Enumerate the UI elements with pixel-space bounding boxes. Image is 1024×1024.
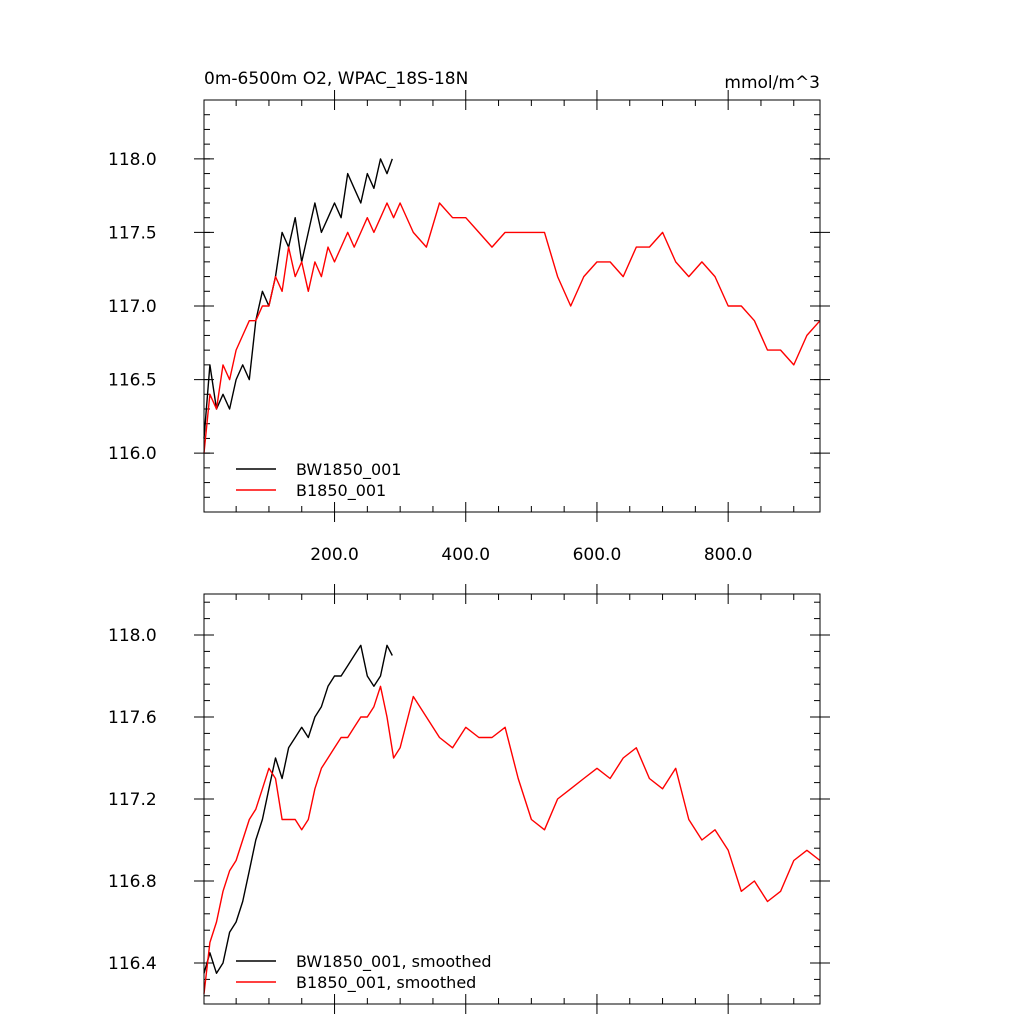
x-tick-label: 800.0 [704, 545, 753, 565]
y-tick-label: 117.0 [108, 297, 157, 317]
y-tick-label: 116.0 [108, 444, 157, 464]
bottom-panel-frame [203, 593, 821, 1005]
y-tick-label: 118.0 [108, 626, 157, 646]
top-panel: 0m-6500m O2, WPAC_18S-18N mmol/m^3 200.0… [108, 69, 830, 565]
x-tick-label: 600.0 [573, 545, 622, 565]
x-tick-label: 400.0 [441, 545, 490, 565]
bottom-panel-legend: BW1850_001, smoothed B1850_001, smoothed [236, 952, 492, 993]
bottom-panel-tick-labels: 116.4 116.8 117.2 117.6 118.0 [108, 626, 157, 974]
top-panel-title: 0m-6500m O2, WPAC_18S-18N [204, 69, 468, 89]
top-panel-tick-labels: 200.0 400.0 600.0 800.0 116.0 116.5 117.0 117.5… [108, 150, 752, 565]
y-tick-label: 117.2 [108, 790, 157, 810]
top-panel-series [203, 158, 821, 454]
bottom-panel-series [203, 644, 821, 994]
top-panel-units: mmol/m^3 [724, 73, 820, 93]
series-line-b1850 [203, 202, 821, 454]
x-tick-label: 200.0 [310, 545, 359, 565]
legend-label-bw1850: BW1850_001 [296, 460, 401, 480]
y-tick-label: 116.5 [108, 371, 157, 391]
legend-label-b1850-smoothed: B1850_001, smoothed [296, 973, 476, 993]
y-tick-label: 116.8 [108, 872, 157, 892]
top-panel-ticks [194, 90, 830, 522]
y-tick-label: 117.5 [108, 223, 157, 243]
y-tick-label: 118.0 [108, 150, 157, 170]
y-tick-label: 117.6 [108, 708, 157, 728]
legend-label-bw1850-smoothed: BW1850_001, smoothed [296, 952, 492, 972]
series-line-bw1850 [203, 158, 393, 439]
bottom-panel-ticks [194, 584, 830, 1014]
bottom-panel: 116.4 116.8 117.2 117.6 118.0 BW1850_001, sm… [108, 584, 830, 1014]
legend-label-b1850: B1850_001 [296, 481, 386, 501]
series-line-b1850 [203, 685, 821, 994]
top-panel-frame [203, 99, 821, 513]
series-line-bw1850 [203, 644, 393, 974]
y-tick-label: 116.4 [108, 954, 157, 974]
top-panel-legend: BW1850_001 B1850_001 [236, 460, 401, 501]
